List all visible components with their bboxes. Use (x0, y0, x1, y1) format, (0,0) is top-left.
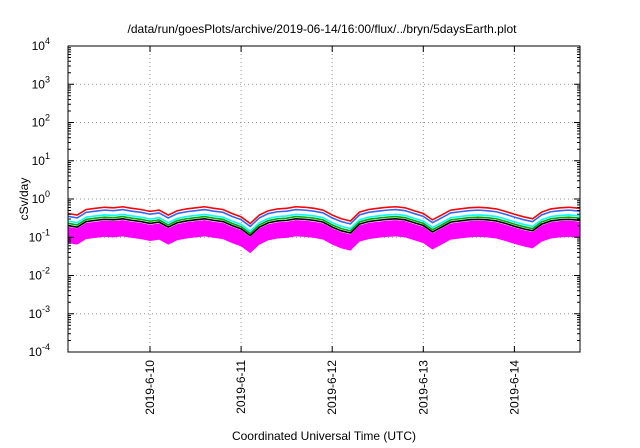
y-tick-label: 10-1 (29, 227, 50, 244)
magenta-band (68, 220, 580, 254)
y-tick-label: 100 (32, 189, 50, 206)
series-line (67, 217, 581, 237)
y-axis-ticks: 10-4 10-3 10-2 10-1 100 101 102 103 104 (29, 36, 580, 359)
x-tick-label: 2019-6-10 (143, 360, 157, 415)
series-line (67, 205, 581, 225)
y-tick-label: 101 (32, 151, 50, 168)
y-tick-label: 102 (32, 113, 50, 130)
x-tick-label: 2019-6-13 (416, 360, 430, 415)
series-lines (67, 205, 581, 244)
x-tick-label: 2019-6-14 (507, 360, 521, 415)
x-tick-label: 2019-6-11 (234, 360, 248, 414)
y-axis-label: cSv/day (17, 178, 31, 221)
y-tick-label: 104 (32, 36, 50, 53)
x-axis-label: Coordinated Universal Time (UTC) (232, 429, 416, 443)
x-axis-ticks: 2019-6-10 2019-6-11 2019-6-12 2019-6-13 2019… (143, 46, 521, 415)
grid (68, 46, 580, 352)
series-line (67, 213, 581, 233)
y-tick-label: 10-2 (29, 266, 50, 283)
series-line (67, 225, 581, 244)
y-tick-label: 10-3 (29, 304, 50, 321)
chart-title: /data/run/goesPlots/archive/2019-06-14/1… (128, 22, 518, 36)
series-line (67, 215, 581, 235)
y-tick-label: 103 (32, 74, 50, 91)
magenta-band-area (68, 220, 580, 254)
x-tick-label: 2019-6-12 (325, 360, 339, 415)
y-tick-label: 10-4 (29, 342, 50, 359)
series-line (67, 208, 581, 228)
